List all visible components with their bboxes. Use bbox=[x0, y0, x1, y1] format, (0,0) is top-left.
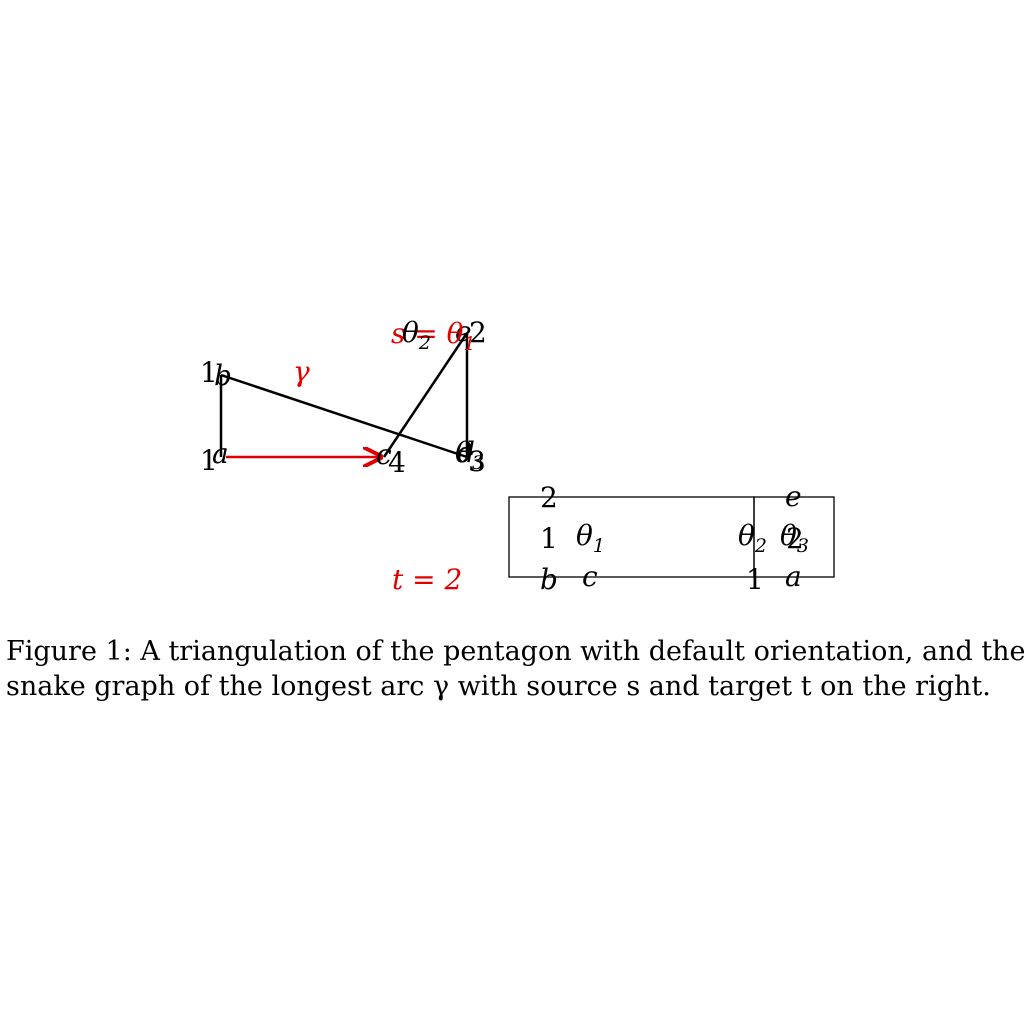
snake-label-a: a bbox=[785, 560, 802, 593]
triangulation: 1 1 4 3 2 b a c d e θ3 γ s = θ1 θ2 t = 2 bbox=[200, 315, 487, 596]
snake-label-theta-1: θ1 bbox=[576, 519, 605, 557]
snake-label-theta-3: θ3 bbox=[780, 519, 809, 557]
snake-label-e: e bbox=[785, 480, 802, 513]
snake-label-b: b bbox=[540, 563, 558, 596]
snake-graph: 2 1 θ1 b c θ2 1 e 2 θ3 a bbox=[508, 480, 835, 596]
vertex-label-top-right: 2 bbox=[469, 316, 487, 349]
snake-label-mid-right: 2 bbox=[786, 522, 804, 555]
caption-line-1: Figure 1: A triangulation of the pentago… bbox=[6, 636, 1024, 667]
source-label: s = θ1 bbox=[391, 317, 476, 355]
arc-gamma-label: γ bbox=[293, 355, 310, 388]
theta-3-label: θ3 bbox=[455, 436, 484, 474]
snake-label-top-left: 2 bbox=[540, 481, 558, 514]
edge-label-b: b bbox=[214, 359, 232, 392]
vertex-label-top-left: 1 bbox=[200, 356, 218, 389]
caption-line-2: snake graph of the longest arc γ with so… bbox=[6, 671, 991, 702]
vertex-label-bottom-mid: 4 bbox=[388, 446, 406, 479]
snake-label-theta-2: θ2 bbox=[738, 519, 767, 557]
edge-label-e: e bbox=[455, 315, 472, 348]
vertex-label-bottom-right: 3 bbox=[468, 445, 486, 478]
snake-label-bottom-mid: 1 bbox=[746, 563, 764, 596]
snake-label-c: c bbox=[582, 560, 598, 593]
target-label: t = 2 bbox=[392, 563, 462, 596]
theta-2-label: θ2 bbox=[402, 316, 431, 354]
edge-c-diagonal bbox=[382, 332, 469, 458]
edge-label-a: a bbox=[212, 437, 229, 470]
snake-label-mid-left: 1 bbox=[540, 522, 558, 555]
snake-tile-right bbox=[753, 496, 835, 578]
edge-label-d: d bbox=[457, 436, 475, 469]
edge-label-c: c bbox=[376, 438, 392, 471]
figure-caption: Figure 1: A triangulation of the pentago… bbox=[6, 634, 1024, 704]
edge-b-diagonal bbox=[220, 373, 468, 459]
vertex-label-bottom-left: 1 bbox=[200, 444, 218, 477]
